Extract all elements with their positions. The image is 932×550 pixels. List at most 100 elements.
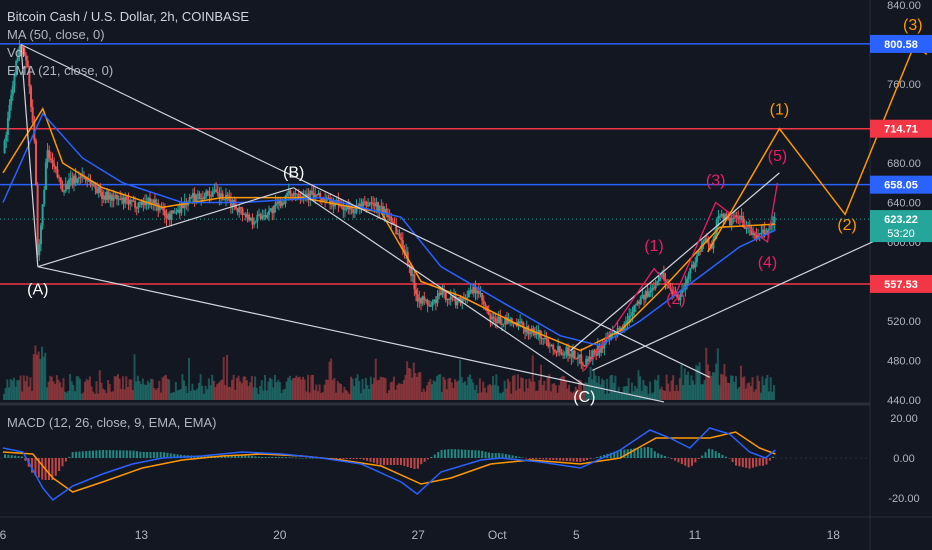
volume-bar (133, 354, 136, 400)
candle-body (72, 175, 75, 185)
volume-bar (734, 376, 737, 400)
wave-line-xa[interactable] (20, 44, 39, 267)
volume-bar (619, 392, 622, 400)
macd-histogram-bar (152, 452, 155, 458)
candle-body (519, 321, 522, 323)
macd-histogram-bar (264, 457, 267, 458)
candle-body (112, 197, 115, 201)
macd-histogram-bar (31, 458, 34, 473)
price-axis-tick: 480.00 (887, 356, 921, 368)
volume-legend[interactable]: Vol (7, 45, 26, 60)
volume-bar (226, 354, 229, 400)
volume-bar (658, 389, 661, 400)
price-badge-658[interactable] (870, 175, 932, 194)
volume-bar (730, 375, 733, 400)
price-badge-714[interactable] (870, 119, 932, 138)
price-badge-800[interactable] (870, 34, 932, 53)
candle-body (603, 343, 606, 349)
wave-line-ab[interactable] (37, 187, 294, 268)
candle-body (167, 213, 170, 219)
macd-histogram-bar (139, 451, 142, 458)
candle-body (738, 215, 741, 219)
candle-body (244, 213, 247, 218)
volume-bar (130, 379, 133, 400)
volume-bar (235, 378, 238, 400)
candle-body (101, 192, 104, 200)
time-axis-tick: 11 (689, 528, 702, 542)
volume-bar (121, 376, 124, 400)
candle-body (644, 290, 647, 300)
macd-histogram-bar (393, 458, 396, 465)
price-badge-current[interactable] (870, 210, 932, 243)
macd-histogram-bar (660, 454, 663, 458)
candle-body (340, 205, 343, 207)
candle-body (191, 193, 194, 198)
candle-body (555, 351, 558, 353)
candle-body (469, 289, 472, 292)
candle-body (34, 140, 37, 186)
macd-histogram-bar (301, 458, 304, 459)
volume-bar (97, 393, 100, 400)
wedge-upper-line[interactable] (20, 43, 710, 378)
volume-bar (582, 383, 585, 400)
volume-bar (358, 381, 361, 400)
candle-body (26, 60, 29, 68)
volume-bar (596, 382, 599, 400)
macd-histogram-bar (359, 458, 362, 459)
volume-bar (506, 378, 509, 400)
volume-bar (278, 382, 281, 400)
macd-histogram-bar (552, 458, 555, 461)
candle-body (479, 293, 482, 295)
volume-bar (677, 391, 680, 400)
volume-bar (467, 376, 470, 400)
volume-bar (538, 380, 541, 400)
candle-body (649, 290, 652, 293)
macd-histogram-bar (474, 450, 477, 458)
macd-histogram-bar (132, 450, 135, 458)
ma-legend[interactable]: MA (50, close, 0) (7, 27, 105, 42)
macd-histogram-bar (586, 458, 589, 460)
volume-bar (231, 379, 234, 400)
ema-legend[interactable]: EMA (21, close, 0) (7, 63, 114, 78)
volume-bar (462, 382, 465, 400)
candle-body (281, 202, 284, 206)
channel-upper-line[interactable] (569, 172, 780, 352)
macd-histogram-bar (369, 458, 372, 462)
candle-body (578, 354, 581, 357)
macd-legend[interactable]: MACD (12, 26, close, 9, EMA, EMA) (7, 415, 217, 430)
wave-line-bc[interactable] (293, 187, 585, 386)
candle-body (362, 201, 365, 207)
candle-body (226, 194, 229, 197)
price-badge-557[interactable] (870, 274, 932, 293)
volume-bar (439, 374, 442, 400)
wedge-lower-line[interactable] (37, 266, 665, 403)
candle-body (568, 353, 571, 356)
volume-bar (682, 384, 685, 400)
volume-bar (254, 376, 257, 400)
candle-body (221, 193, 224, 200)
candle-body (282, 202, 285, 204)
pink-impulse-path[interactable] (583, 182, 779, 371)
candle-body (43, 189, 46, 205)
volume-bar (584, 382, 587, 400)
candle-body (246, 214, 249, 218)
channel-lower-line[interactable] (592, 178, 932, 371)
candle-body (155, 203, 158, 205)
candle-body (639, 296, 642, 305)
volume-bar (731, 375, 734, 400)
macd-histogram-bar (680, 458, 683, 464)
candle-body (254, 221, 257, 223)
volume-bar (178, 389, 181, 400)
candle-body (195, 194, 198, 202)
volume-bar (429, 378, 432, 400)
volume-bar (670, 380, 673, 400)
volume-bar (464, 381, 467, 400)
candle-body (520, 321, 523, 324)
candle-body (44, 162, 47, 190)
macd-histogram-bar (383, 458, 386, 465)
candle-body (339, 205, 342, 207)
candle-body (657, 276, 660, 282)
volume-bar (566, 388, 569, 400)
